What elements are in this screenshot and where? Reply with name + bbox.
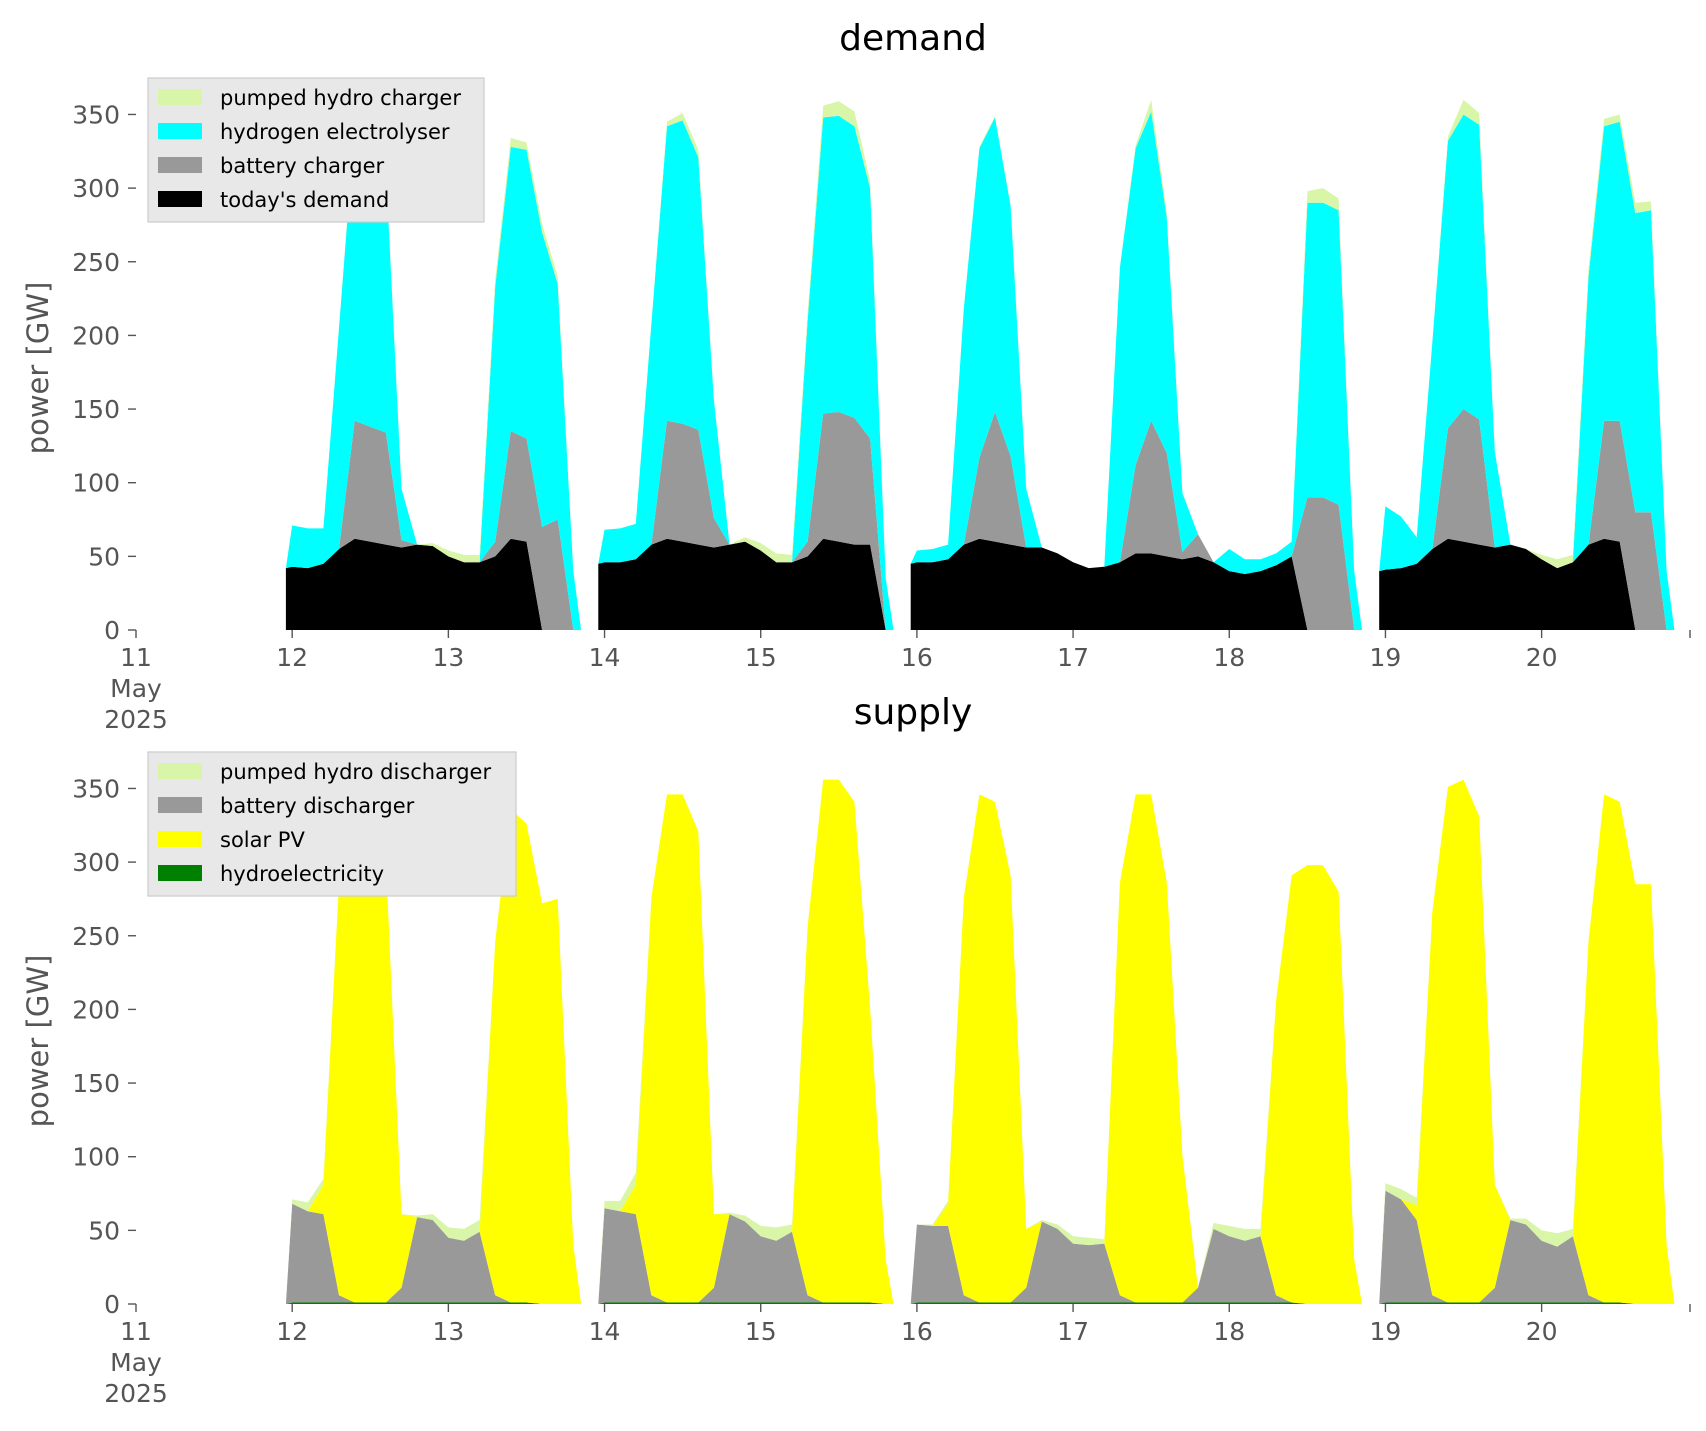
legend-label: hydroelectricity bbox=[220, 862, 384, 886]
legend: pumped hydro discharger battery discharg… bbox=[147, 751, 517, 897]
y-tick-label: 100 bbox=[72, 469, 120, 498]
area-today-s-demand bbox=[285, 538, 582, 630]
x-tick-label: 15 bbox=[745, 1317, 777, 1346]
area-battery-discharger bbox=[598, 1208, 894, 1304]
y-tick-label: 350 bbox=[72, 100, 120, 129]
legend-label: battery discharger bbox=[220, 794, 415, 818]
legend-label: hydrogen electrolyser bbox=[220, 120, 450, 144]
y-tick-label: 300 bbox=[72, 174, 120, 203]
y-tick-label: 0 bbox=[104, 1290, 120, 1319]
x-tick-label: 15 bbox=[745, 643, 777, 672]
chart-title: supply bbox=[854, 692, 973, 733]
area-hydrogen-electrolyser bbox=[598, 115, 894, 630]
area-hydrogen-electrolyser bbox=[910, 111, 1362, 630]
x-tick-label: 17 bbox=[1057, 1317, 1089, 1346]
area-pumped-hydro-charger bbox=[598, 101, 894, 630]
demand-chart: demand power [GW] 0 50 100 150 200 250 300 350 1… bbox=[21, 18, 1691, 734]
legend-label: pumped hydro discharger bbox=[220, 760, 491, 784]
y-tick-label: 100 bbox=[72, 1143, 120, 1172]
y-axis-label: power [GW] bbox=[21, 955, 55, 1128]
area-battery-charger bbox=[1379, 409, 1675, 630]
x-tick-label: 14 bbox=[589, 643, 621, 672]
area-battery-discharger bbox=[910, 1221, 1362, 1304]
area-solar-pv bbox=[910, 794, 1362, 1304]
y-tick-label: 250 bbox=[72, 248, 120, 277]
y-tick-label: 200 bbox=[72, 995, 120, 1024]
area-solar-pv bbox=[1379, 779, 1675, 1304]
legend-swatch bbox=[158, 157, 202, 173]
area-battery-discharger bbox=[1379, 1190, 1675, 1304]
area-battery-charger bbox=[910, 412, 1362, 630]
legend-swatch bbox=[158, 89, 202, 105]
x-tick-label: 12 bbox=[276, 643, 308, 672]
y-tick-label: 50 bbox=[88, 1216, 120, 1245]
area-battery-charger bbox=[285, 420, 582, 630]
area-hydroelectricity bbox=[910, 1302, 1362, 1304]
area-hydrogen-electrolyser bbox=[1379, 114, 1675, 630]
legend-label: today's demand bbox=[220, 188, 389, 212]
legend-label: pumped hydro charger bbox=[220, 86, 461, 110]
area-hydroelectricity bbox=[598, 1302, 894, 1304]
x-tick-label: 12 bbox=[276, 1317, 308, 1346]
legend-label: solar PV bbox=[220, 828, 305, 852]
legend-swatch bbox=[158, 865, 202, 881]
legend-swatch bbox=[158, 763, 202, 779]
y-axis-label: power [GW] bbox=[21, 282, 55, 455]
x-tick-label: 13 bbox=[432, 643, 464, 672]
stacked-areas bbox=[285, 779, 1675, 1304]
legend-label: battery charger bbox=[220, 154, 385, 178]
area-solar-pv bbox=[598, 779, 894, 1304]
x-tick-label: 11 bbox=[120, 643, 152, 672]
y-tick-label: 0 bbox=[104, 616, 120, 645]
area-today-s-demand bbox=[598, 538, 894, 630]
x-tick-label: 18 bbox=[1213, 643, 1245, 672]
y-tick-label: 150 bbox=[72, 395, 120, 424]
legend: pumped hydro charger hydrogen electrolys… bbox=[147, 77, 485, 223]
supply-chart: supply power [GW] 0 50 100 150 200 250 300 350 1… bbox=[21, 692, 1691, 1408]
legend-swatch bbox=[158, 191, 202, 207]
x-tick-label: 17 bbox=[1057, 643, 1089, 672]
chart-title: demand bbox=[839, 18, 987, 59]
y-tick-label: 350 bbox=[72, 774, 120, 803]
legend-frame bbox=[147, 77, 485, 223]
x-tick-label: 19 bbox=[1370, 1317, 1402, 1346]
area-battery-charger bbox=[598, 412, 894, 630]
x-tick-label: 13 bbox=[432, 1317, 464, 1346]
x-tick-label: 16 bbox=[901, 1317, 933, 1346]
y-tick-label: 200 bbox=[72, 321, 120, 350]
x-tick-label: 2025 bbox=[104, 705, 168, 734]
x-tick-label: 2025 bbox=[104, 1379, 168, 1408]
stacked-areas bbox=[285, 99, 1675, 631]
x-tick-label: 11 bbox=[120, 1317, 152, 1346]
area-solar-pv bbox=[285, 794, 582, 1304]
x-tick-label: 19 bbox=[1370, 643, 1402, 672]
legend-frame bbox=[147, 751, 517, 897]
x-tick-label: May bbox=[110, 674, 162, 703]
y-tick-label: 300 bbox=[72, 848, 120, 877]
x-tick-label: 20 bbox=[1526, 643, 1558, 672]
area-today-s-demand bbox=[910, 538, 1362, 630]
area-hydroelectricity bbox=[285, 1302, 582, 1304]
legend-swatch bbox=[158, 831, 202, 847]
area-battery-discharger bbox=[285, 1203, 582, 1304]
area-hydroelectricity bbox=[1379, 1302, 1675, 1304]
legend-swatch bbox=[158, 797, 202, 813]
x-tick-label: 16 bbox=[901, 643, 933, 672]
x-tick-label: May bbox=[110, 1348, 162, 1377]
x-tick-label: 14 bbox=[589, 1317, 621, 1346]
y-tick-label: 250 bbox=[72, 922, 120, 951]
legend-swatch bbox=[158, 123, 202, 139]
area-hydrogen-electrolyser bbox=[285, 124, 582, 631]
y-tick-label: 50 bbox=[88, 542, 120, 571]
x-tick-label: 20 bbox=[1526, 1317, 1558, 1346]
x-tick-label: 18 bbox=[1213, 1317, 1245, 1346]
y-tick-label: 150 bbox=[72, 1069, 120, 1098]
area-today-s-demand bbox=[1379, 538, 1675, 630]
